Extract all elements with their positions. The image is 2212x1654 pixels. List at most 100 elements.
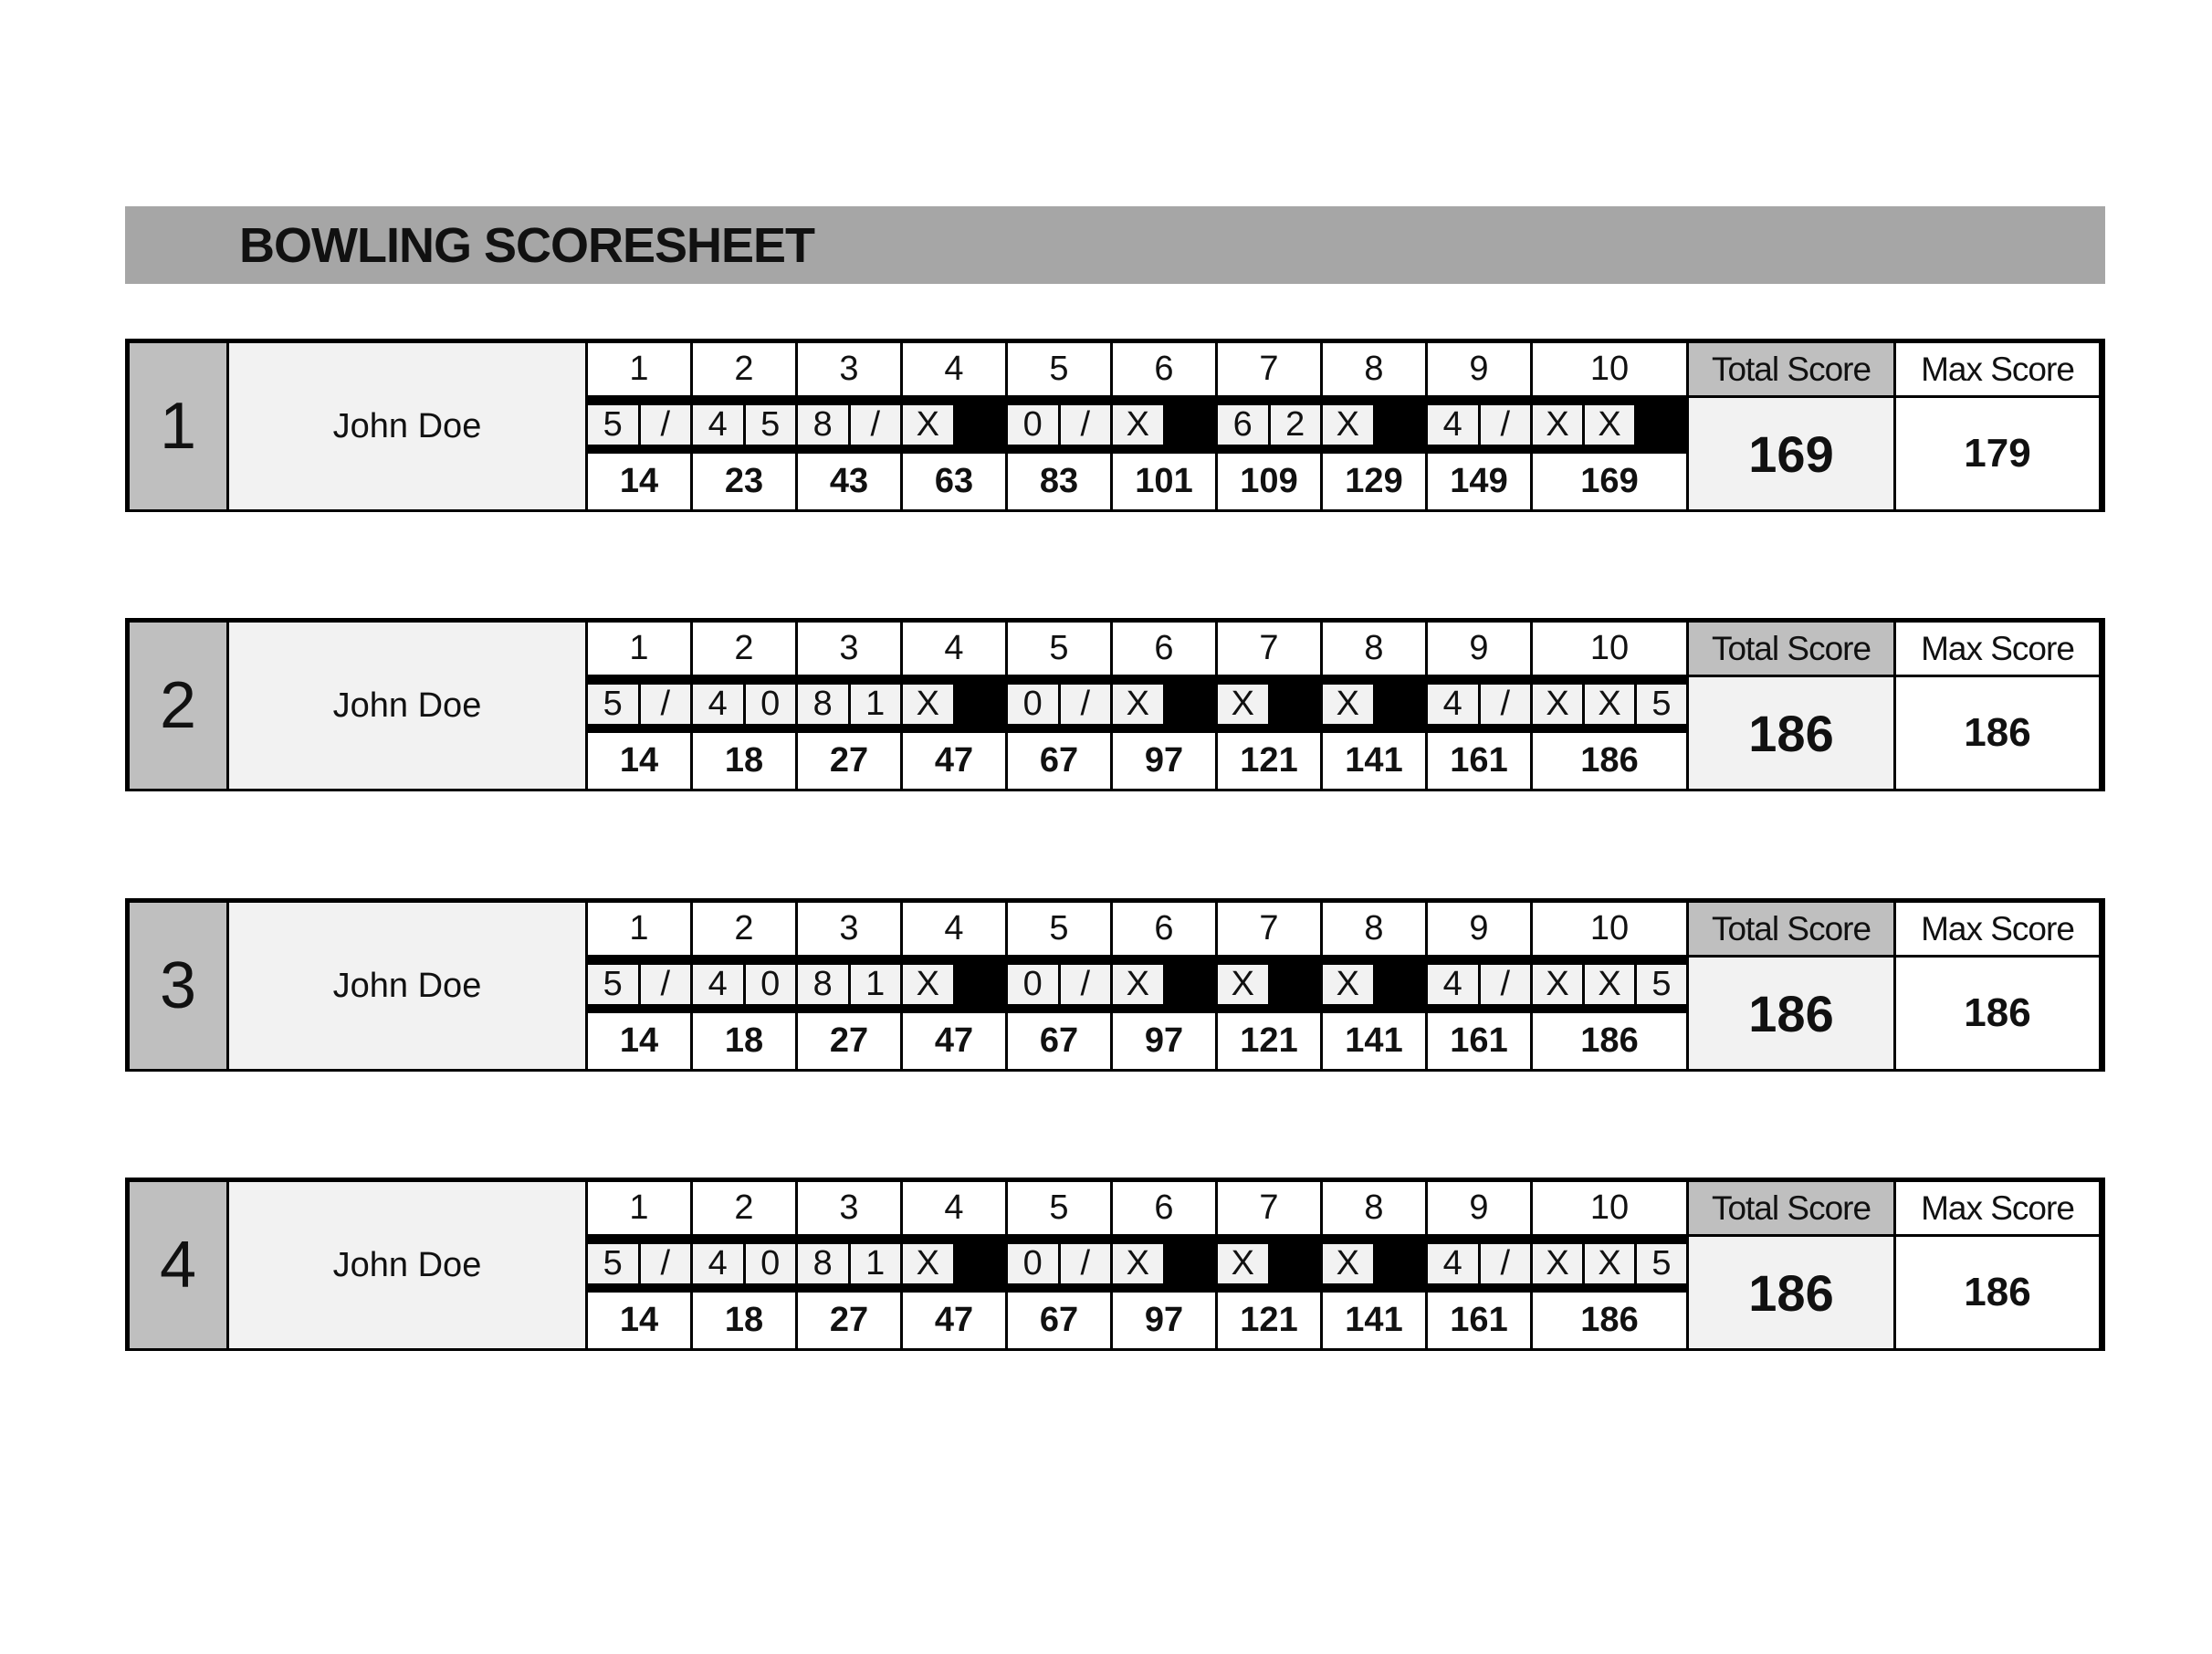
frame-number: 2 — [693, 343, 795, 395]
ball-mark[interactable]: / — [640, 964, 690, 1004]
ball-mark[interactable]: 5 — [588, 684, 638, 724]
ball-mark[interactable]: 0 — [745, 684, 795, 724]
ball-mark[interactable]: 0 — [1008, 684, 1058, 724]
ball-mark[interactable]: 4 — [693, 1243, 743, 1283]
frame-number: 9 — [1428, 903, 1530, 955]
frame-cumulative-score: 14 — [588, 454, 690, 509]
ball-mark[interactable]: 2 — [1270, 404, 1320, 445]
ball-mark[interactable]: / — [640, 404, 690, 445]
frame-number: 1 — [588, 1182, 690, 1234]
ball-mark[interactable]: 4 — [1428, 964, 1478, 1004]
ball-mark[interactable]: X — [1218, 964, 1268, 1004]
frame-cumulative-score: 141 — [1323, 1293, 1425, 1348]
ball-mark[interactable]: 6 — [1218, 404, 1268, 445]
ball-mark[interactable]: 5 — [1637, 684, 1686, 724]
ball-mark[interactable]: 1 — [850, 684, 900, 724]
ball-mark[interactable]: 4 — [693, 964, 743, 1004]
ball-mark[interactable]: X — [1533, 964, 1582, 1004]
frame-cumulative-score: 67 — [1008, 1293, 1110, 1348]
player-name[interactable]: John Doe — [229, 903, 585, 1069]
game-number: 2 — [130, 623, 226, 789]
frame-number: 10 — [1533, 1182, 1686, 1234]
ball-mark[interactable]: 0 — [1008, 1243, 1058, 1283]
ball-mark[interactable]: X — [1533, 684, 1582, 724]
ball-mark[interactable]: / — [1480, 684, 1530, 724]
ball-mark[interactable]: X — [1113, 404, 1163, 445]
ball-mark[interactable]: X — [1218, 684, 1268, 724]
frame-marks: 0/ — [1008, 1237, 1110, 1290]
ball-mark[interactable]: 8 — [798, 964, 848, 1004]
ball-mark[interactable]: X — [903, 1243, 953, 1283]
ball-mark[interactable]: / — [850, 404, 900, 445]
ball-mark[interactable]: 8 — [798, 684, 848, 724]
ball-mark[interactable]: / — [1060, 1243, 1110, 1283]
frame-number: 6 — [1113, 1182, 1215, 1234]
frame-marks: X — [1323, 398, 1425, 451]
frame-cumulative-score: 121 — [1218, 1013, 1320, 1069]
ball-mark[interactable]: X — [1218, 1243, 1268, 1283]
ball-mark[interactable]: X — [1323, 404, 1373, 445]
ball-mark[interactable]: / — [640, 1243, 690, 1283]
frame-cumulative-score: 27 — [798, 1293, 900, 1348]
ball-mark[interactable]: X — [1323, 684, 1373, 724]
total-score-value: 186 — [1689, 958, 1893, 1069]
ball-mark[interactable]: 8 — [798, 404, 848, 445]
ball-mark[interactable]: 4 — [1428, 404, 1478, 445]
ball-mark[interactable]: / — [1480, 404, 1530, 445]
ball-mark[interactable]: 5 — [1637, 1243, 1686, 1283]
ball-mark[interactable]: X — [1323, 964, 1373, 1004]
ball-mark[interactable]: 0 — [1008, 964, 1058, 1004]
ball-mark[interactable]: 4 — [1428, 684, 1478, 724]
player-name[interactable]: John Doe — [229, 623, 585, 789]
ball-mark[interactable]: X — [1585, 964, 1634, 1004]
game-4: 4 John Doe 1 5/14 2 4 0 18 3 8 1 27 4 X 47 5 0/67 6 X 97 7 X 1… — [125, 1178, 2105, 1351]
frame-number: 10 — [1533, 623, 1686, 675]
ball-mark[interactable]: X — [1585, 1243, 1634, 1283]
ball-mark[interactable]: 5 — [588, 1243, 638, 1283]
ball-mark[interactable]: / — [1480, 1243, 1530, 1283]
ball-mark[interactable]: 0 — [745, 1243, 795, 1283]
ball-mark[interactable]: 5 — [1637, 964, 1686, 1004]
ball-mark[interactable]: X — [1585, 404, 1634, 445]
ball-mark[interactable]: X — [903, 684, 953, 724]
ball-mark[interactable]: X — [1533, 1243, 1582, 1283]
frame-marks: X — [1218, 958, 1320, 1010]
ball-mark[interactable]: X — [1585, 684, 1634, 724]
ball-mark[interactable]: 5 — [745, 404, 795, 445]
ball-mark[interactable]: 4 — [693, 404, 743, 445]
ball-mark[interactable]: / — [1480, 964, 1530, 1004]
frame-marks: 4/ — [1428, 1237, 1530, 1290]
frame-cumulative-score: 14 — [588, 1013, 690, 1069]
ball-mark[interactable]: / — [1060, 684, 1110, 724]
ball-mark[interactable]: X — [1323, 1243, 1373, 1283]
ball-mark[interactable]: 0 — [1008, 404, 1058, 445]
frame-cumulative-score: 47 — [903, 733, 1005, 789]
frame-number: 9 — [1428, 343, 1530, 395]
ball-mark[interactable]: / — [1060, 404, 1110, 445]
ball-mark[interactable]: / — [640, 684, 690, 724]
frame-number: 4 — [903, 623, 1005, 675]
ball-mark[interactable]: X — [903, 964, 953, 1004]
ball-mark[interactable]: X — [1533, 404, 1582, 445]
ball-mark[interactable]: 5 — [588, 404, 638, 445]
ball-mark[interactable]: 8 — [798, 1243, 848, 1283]
ball-mark[interactable]: 1 — [850, 964, 900, 1004]
player-name[interactable]: John Doe — [229, 343, 585, 509]
ball-mark[interactable]: 4 — [693, 684, 743, 724]
ball-mark[interactable]: / — [1060, 964, 1110, 1004]
player-name[interactable]: John Doe — [229, 1182, 585, 1348]
frame-cumulative-score: 161 — [1428, 733, 1530, 789]
ball-mark[interactable]: 0 — [745, 964, 795, 1004]
frame-cumulative-score: 63 — [903, 454, 1005, 509]
ball-mark[interactable]: X — [1113, 684, 1163, 724]
ball-mark[interactable]: 1 — [850, 1243, 900, 1283]
frame-marks: 4/ — [1428, 677, 1530, 730]
ball-mark[interactable]: X — [903, 404, 953, 445]
ball-mark[interactable]: X — [1113, 1243, 1163, 1283]
ball-mark[interactable]: 4 — [1428, 1243, 1478, 1283]
ball-mark[interactable]: X — [1113, 964, 1163, 1004]
frame-cumulative-score: 23 — [693, 454, 795, 509]
ball-mark[interactable]: 5 — [588, 964, 638, 1004]
